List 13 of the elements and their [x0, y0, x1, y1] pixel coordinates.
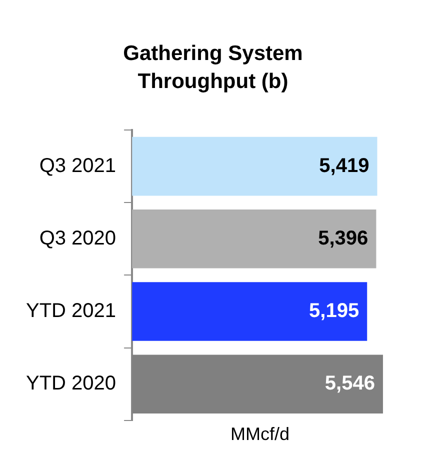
y-tick-label: Q3 2021: [39, 154, 116, 177]
data-label: 5,195: [309, 300, 360, 322]
bar: [132, 136, 378, 196]
y-tick-label: Q3 2020: [39, 227, 116, 250]
bar: [132, 282, 368, 341]
y-tick-label: YTD 2020: [26, 372, 116, 395]
x-axis-title: MMcf/d: [230, 424, 290, 444]
data-label: 5,419: [319, 154, 370, 177]
data-label: 5,546: [324, 372, 375, 395]
bar: [132, 209, 376, 268]
data-label: 5,396: [318, 227, 368, 250]
chart-title: Gathering System Throughput (b): [122, 41, 304, 95]
y-tick-label: YTD 2021: [26, 300, 116, 322]
